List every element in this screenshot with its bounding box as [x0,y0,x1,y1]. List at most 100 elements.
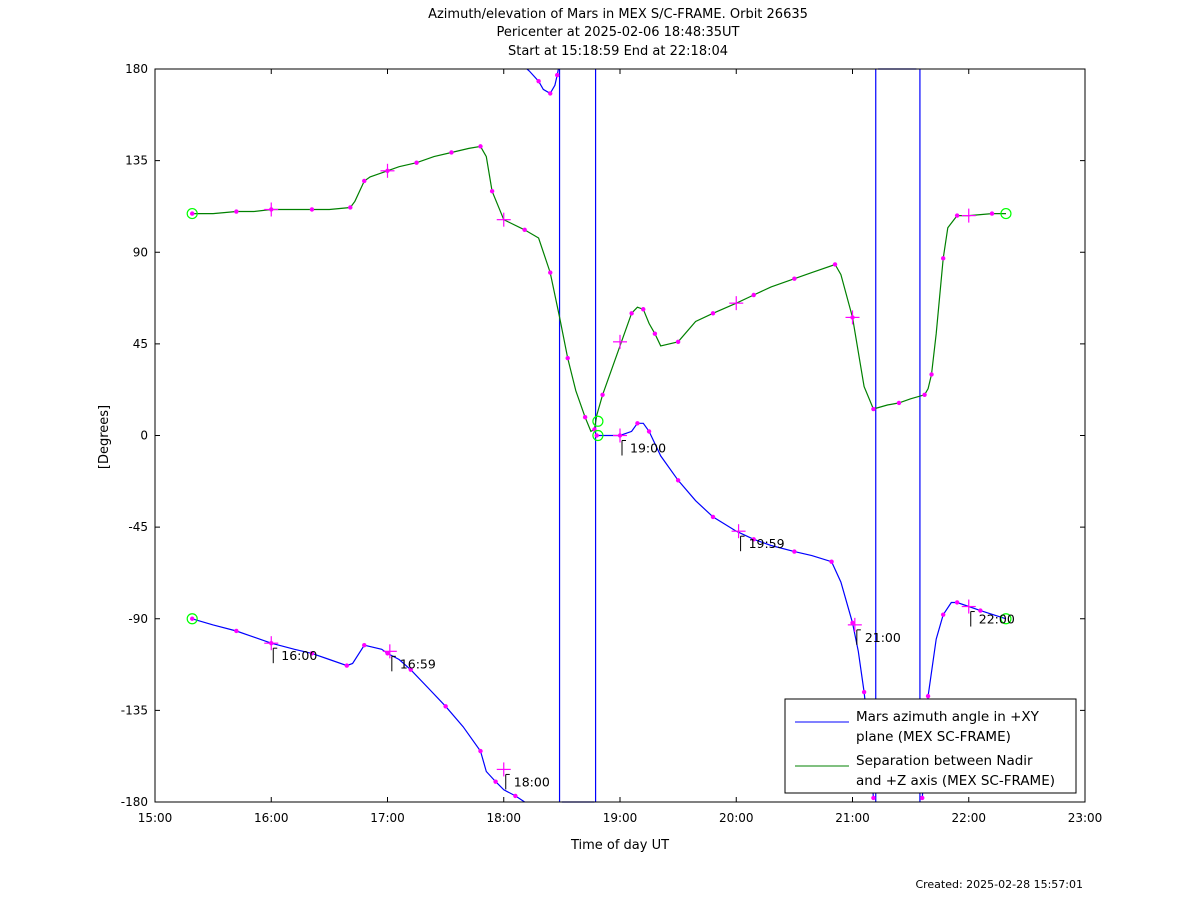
sample-marker [449,150,454,155]
sample-marker [925,693,931,699]
sample-marker [829,559,834,564]
time-label: 21:00 [865,630,901,645]
sample-marker [536,79,541,84]
x-tick-label: 15:00 [138,811,173,825]
sample-marker [832,262,838,267]
sample-marker [646,429,652,434]
y-tick-label: -45 [128,520,148,534]
sample-marker [710,514,716,520]
chart-subtitle-pericenter: Pericenter at 2025-02-06 18:48:35UT [496,25,739,40]
x-tick-label: 21:00 [835,811,870,825]
sample-marker [792,276,797,281]
x-axis-ticks: 15:00 16:00 17:00 18:00 19:00 20:00 21:00 22:00… [138,69,1103,825]
legend-box [784,698,1077,794]
separation-series-line [192,145,1006,433]
sample-marker [548,270,553,275]
y-tick-label: 45 [133,337,148,351]
y-tick-label: 135 [125,154,148,168]
sample-marker [751,537,756,542]
endpoint-circle [186,207,198,220]
endpoint-circle [186,613,198,625]
y-tick-label: 180 [125,62,148,76]
time-annotation-layer: 16:00 16:59 18:00 19:00 19:59 21:00 22:00 [272,440,1015,790]
endpoint-circle [1000,613,1012,625]
y-tick-label: -90 [128,612,148,626]
endpoint-circle [592,415,604,427]
sample-marker [629,311,634,316]
sample-marker [675,478,681,483]
y-tick-label: 90 [133,245,148,259]
sample-marker [594,433,599,438]
chart-subtitle-start-end: Start at 15:18:59 End at 22:18:04 [508,44,728,59]
sample-marker [414,160,419,165]
sample-marker [489,188,495,194]
sample-marker [850,620,855,626]
sample-marker [954,213,960,218]
y-tick-label: 0 [140,429,148,443]
sample-marker [652,331,658,336]
sample-marker [190,211,195,216]
sample-marker [954,600,960,605]
sample-marker [929,372,934,377]
x-tick-label: 20:00 [719,811,754,825]
sample-marker [792,549,797,554]
x-axis-label: Time of day UT [570,838,669,853]
sample-marker [871,795,876,801]
time-label: 19:59 [749,536,785,551]
x-tick-label: 23:00 [1068,811,1103,825]
sample-marker [385,651,390,656]
y-tick-label: -180 [121,795,148,809]
time-label: 19:00 [630,441,666,456]
legend-separation-label-1: Separation between Nadir [856,753,1033,769]
sample-marker [362,178,367,184]
sample-marker [920,795,925,801]
sample-marker [922,392,927,397]
sample-marker [582,414,588,420]
time-label: 16:59 [400,656,436,671]
azimuth-series-line [192,618,526,803]
sample-marker [348,205,353,210]
sample-marker [309,651,315,656]
sample-marker [565,355,570,361]
sample-marker [940,256,946,261]
sample-marker [478,748,483,754]
y-tick-label: -135 [121,703,148,717]
time-label: 16:00 [281,648,317,663]
x-tick-label: 16:00 [254,811,289,825]
time-label: 18:00 [514,774,550,789]
sample-marker [513,793,518,799]
sample-marker [555,72,560,78]
sample-marker [751,292,756,298]
x-tick-label: 18:00 [486,811,521,825]
legend: Mars azimuth angle in +XY plane (MEX SC-… [784,698,1077,794]
series-layer [192,68,1007,803]
marker-layer [186,72,1012,801]
sample-marker [408,667,413,672]
sample-marker [641,307,646,312]
legend-separation-label-2: and +Z axis (MEX SC-FRAME) [856,773,1055,789]
azimuth-series-line [526,68,559,95]
sample-marker [896,400,902,406]
x-tick-label: 19:00 [603,811,638,825]
time-label: 22:00 [979,612,1015,627]
x-tick-label: 17:00 [370,811,405,825]
sample-marker [344,663,350,668]
sample-marker [362,643,367,648]
sample-marker [675,339,681,345]
sample-marker [871,406,876,412]
sample-marker [635,421,640,426]
sample-marker [522,227,527,233]
sample-marker [548,91,553,96]
y-axis-label: [Degrees] [97,405,112,469]
sample-marker [600,392,605,397]
x-tick-label: 22:00 [951,811,986,825]
created-timestamp: Created: 2025-02-28 15:57:01 [915,878,1083,891]
endpoint-circle [1000,207,1012,220]
y-axis-ticks: 180 135 90 45 0 -45 -90 -135 -180 [121,62,1085,809]
legend-azimuth-label-1: Mars azimuth angle in +XY [856,709,1040,725]
sample-marker [710,311,716,316]
sample-marker [861,689,867,695]
sample-marker [978,608,983,613]
sample-marker [190,616,195,621]
